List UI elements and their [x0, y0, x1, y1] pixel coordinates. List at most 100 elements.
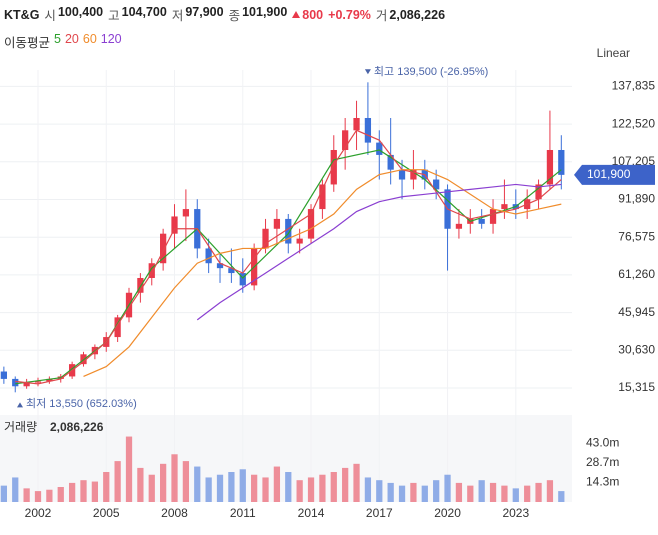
- price-tag: [574, 164, 655, 185]
- x-tick-label: 2002: [25, 506, 52, 520]
- y-tick-label: 45,945: [618, 305, 655, 319]
- y-tick-label: 15,315: [618, 380, 655, 394]
- volume-bar: [160, 463, 167, 502]
- scale-mode[interactable]: Linear: [596, 46, 630, 60]
- volume-bar: [285, 472, 292, 502]
- volume-bar: [433, 480, 440, 502]
- change-percent: +0.79%: [328, 7, 371, 22]
- x-tick-label: 2008: [161, 506, 188, 520]
- x-tick-label: 2011: [230, 506, 256, 520]
- volume-title-value: 2,086,226: [50, 420, 104, 434]
- y-tick-label: 91,890: [618, 192, 655, 206]
- volume-bar: [421, 485, 428, 502]
- ma-line: [83, 169, 562, 377]
- volume-bar: [205, 477, 212, 502]
- quote-label: 저: [171, 9, 184, 23]
- volume-bar: [148, 474, 155, 502]
- volume-bar: [46, 489, 53, 502]
- x-tick-label: 2014: [298, 506, 325, 520]
- volume-bar: [171, 454, 178, 502]
- y-tick-label: 122,520: [612, 116, 656, 130]
- candle-body: [478, 218, 485, 224]
- volume-bar: [319, 474, 326, 502]
- candle-body: [46, 378, 53, 382]
- candle-body: [12, 378, 19, 387]
- candle-body: [285, 218, 292, 244]
- volume-bar: [114, 461, 121, 502]
- volume-bar: [182, 461, 190, 502]
- change-amount: 800: [302, 7, 324, 22]
- x-tick-label: 2005: [93, 506, 120, 520]
- volume-bar: [387, 482, 394, 502]
- x-tick-label: 2017: [366, 506, 393, 520]
- quote-value: 100,400: [57, 5, 104, 19]
- candle-body: [398, 169, 406, 180]
- y-tick-label: 107,205: [612, 154, 656, 168]
- candle-body: [160, 233, 167, 264]
- quote-value: 101,900: [242, 5, 288, 19]
- volume-bar: [137, 467, 144, 502]
- candle-body: [489, 209, 497, 224]
- volume-bar: [23, 488, 30, 502]
- candle-body: [455, 223, 463, 229]
- volume-bar: [251, 474, 258, 502]
- candle-body: [23, 382, 30, 387]
- quote-items: 시 100,400 고 104,700 저 97,900 종 101,900: [44, 5, 287, 24]
- candle-body: [171, 216, 178, 234]
- candle-body: [410, 169, 417, 180]
- volume-bar: [239, 469, 246, 502]
- candle-body: [182, 209, 190, 217]
- y-tick-label: 76,575: [618, 229, 655, 243]
- ma-line: [15, 149, 562, 385]
- volume-bar: [103, 472, 110, 502]
- candle-body: [433, 179, 440, 190]
- candle-body: [216, 263, 224, 269]
- volume-bar: [216, 474, 224, 502]
- volume-bar: [546, 480, 554, 502]
- volume-bar: [228, 472, 235, 502]
- volume-bar: [296, 480, 303, 502]
- volume-tick-label: 43.0m: [586, 436, 619, 450]
- candle-body: [34, 381, 42, 383]
- volume-bar: [91, 481, 99, 502]
- volume-bar: [125, 436, 133, 502]
- ma-legend-item: 5: [54, 32, 61, 46]
- candle-body: [546, 149, 554, 185]
- volume-bar: [353, 463, 360, 502]
- candle-body: [228, 268, 235, 274]
- candle-body: [364, 117, 372, 143]
- ma-legend-title: 이동평균: [4, 36, 51, 50]
- volume-bar: [512, 488, 519, 502]
- candle-body: [387, 154, 394, 170]
- volume-bar: [307, 477, 315, 502]
- y-tick-label: 30,630: [618, 342, 655, 356]
- y-tick-label: 137,835: [612, 79, 656, 93]
- ma-legend-item: 120: [100, 32, 122, 46]
- quote-header: KT&G 시 100,400 고 104,700 저 97,900 종 101,900 800…: [4, 5, 445, 24]
- candle-body: [558, 149, 565, 175]
- volume-bar: [330, 472, 337, 502]
- volume-label: 거: [375, 9, 388, 23]
- volume-bar: [501, 485, 508, 502]
- volume-tick-label: 14.3m: [586, 475, 619, 489]
- candle-body: [262, 228, 269, 249]
- candle-body: [239, 273, 246, 286]
- y-tick-label: 61,260: [618, 267, 655, 281]
- quote-value: 97,900: [185, 5, 224, 19]
- volume-bar: [489, 482, 497, 502]
- candle-body: [330, 149, 337, 185]
- low-annotation: 최저 13,550 (652.03%): [26, 397, 137, 410]
- candle-body: [535, 184, 542, 200]
- volume-bar: [455, 482, 463, 502]
- candle-body: [137, 277, 144, 293]
- volume-bar: [364, 477, 372, 502]
- volume-bar: [467, 485, 474, 502]
- ma-legend-item: 20: [64, 32, 79, 46]
- volume-bar: [68, 482, 76, 502]
- ma-line: [196, 183, 562, 321]
- volume-bar: [524, 485, 531, 502]
- price-tag-label: 101,900: [587, 167, 631, 181]
- candle-body: [205, 248, 212, 264]
